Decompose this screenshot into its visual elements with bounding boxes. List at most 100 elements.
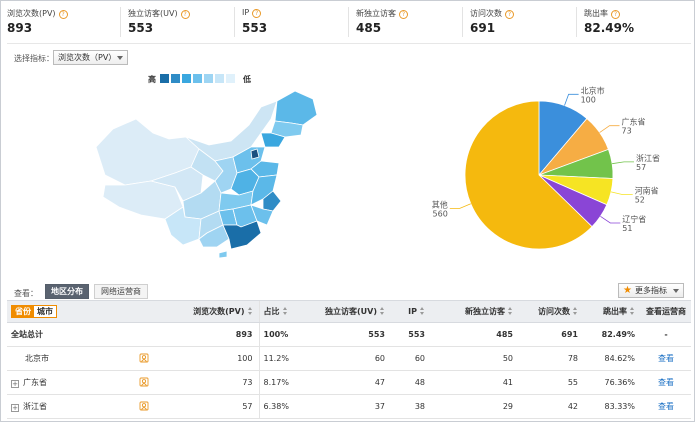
cell-ratio: 11.2%: [258, 346, 317, 371]
help-icon[interactable]: ?: [180, 10, 190, 19]
help-icon[interactable]: ?: [399, 10, 408, 19]
tab-region-distribution[interactable]: 地区分布: [45, 284, 89, 299]
indicator-select[interactable]: 浏览次数（PV）: [53, 50, 128, 65]
pie-value-label: 560: [433, 209, 448, 218]
help-icon[interactable]: ?: [505, 10, 514, 19]
expand-icon[interactable]: +: [11, 404, 19, 412]
pie-value-label: 52: [635, 196, 645, 205]
cell-visits: 691: [519, 322, 584, 347]
map-region[interactable]: [250, 148, 260, 160]
help-icon[interactable]: ?: [252, 9, 262, 18]
col-bounce[interactable]: 跳出率: [584, 300, 641, 323]
toggle-province[interactable]: 省份: [12, 306, 34, 317]
map-region[interactable]: [250, 204, 274, 226]
pie-leader-line: [564, 93, 579, 106]
legend-swatch: [160, 74, 169, 83]
pie-label: 其他: [432, 199, 448, 209]
chevron-down-icon: [673, 289, 679, 293]
metric-value: 553: [128, 21, 154, 35]
chevron-down-icon: [117, 56, 123, 60]
col-ratio[interactable]: 占比: [258, 300, 317, 323]
pie-label: 广东省: [622, 117, 646, 127]
help-icon[interactable]: ?: [58, 10, 68, 19]
sort-icon: [630, 307, 635, 315]
divider: [576, 7, 577, 37]
pie-label: 浙江省: [636, 153, 660, 163]
pie-value-label: 100: [581, 95, 596, 104]
metrics-bar: 浏览次数(PV)? 893 独立访客(UV)? 553 IP? 553 新独立访…: [7, 5, 691, 39]
cell-bounce: 84.62%: [584, 346, 641, 371]
metric-bounce: 跳出率? 82.49%: [577, 5, 691, 39]
cell-ratio: 100%: [258, 322, 317, 347]
help-icon[interactable]: ?: [611, 10, 620, 19]
metric-uv: 独立访客(UV)? 553: [121, 5, 235, 39]
cell-uv: 47: [317, 370, 391, 395]
map-region[interactable]: [260, 132, 286, 148]
pie-leader-line: [610, 191, 633, 195]
cell-bounce: 82.49%: [584, 322, 641, 347]
legend-high-label: 高: [148, 75, 156, 84]
pie-value-label: 57: [636, 163, 646, 172]
trend-icon[interactable]: [139, 401, 149, 411]
metric-value: 553: [242, 21, 268, 35]
cell-visits: 78: [519, 346, 584, 371]
map-region[interactable]: [262, 190, 282, 212]
table-header-row: 省份 城市 浏览次数(PV) 占比 独立访客(UV) IP 新独立访客 访问次数 …: [7, 300, 691, 323]
cell-uv: 553: [317, 322, 391, 347]
tab-network-operator[interactable]: 网络运营商: [94, 284, 148, 299]
toggle-city[interactable]: 城市: [34, 306, 56, 317]
pie-label: 北京市: [581, 85, 605, 95]
table-row: 全站总计 893 100% 553 553 485 691 82.49% -: [7, 322, 691, 347]
star-icon: ★: [623, 285, 632, 296]
legend-swatch: [182, 74, 191, 83]
divider: [462, 7, 463, 37]
legend-swatch: [193, 74, 202, 83]
cell-visits: 42: [519, 394, 584, 419]
cell-new-uv: 41: [431, 370, 519, 395]
table-row: 北京市 100 11.2% 60 60 50 78 84.62% 查看: [7, 346, 691, 371]
pie-label: 河南省: [635, 186, 659, 196]
sort-icon: [380, 307, 385, 315]
col-ip[interactable]: IP: [391, 300, 431, 323]
map-region[interactable]: [102, 180, 184, 220]
view-operator-link[interactable]: 查看: [641, 394, 691, 419]
sort-icon: [282, 307, 288, 315]
cell-ip: 60: [391, 346, 431, 371]
granularity-toggle: 省份 城市: [7, 300, 159, 323]
legend-swatch: [171, 74, 180, 83]
trend-icon[interactable]: [139, 353, 149, 363]
more-metrics-button[interactable]: ★ 更多指标: [618, 283, 684, 298]
map-region[interactable]: [149, 166, 204, 202]
row-name: 全站总计: [7, 322, 159, 347]
china-map[interactable]: [91, 89, 321, 259]
metric-label: 浏览次数(PV): [7, 9, 56, 18]
map-region[interactable]: [274, 90, 318, 126]
metric-value: 485: [356, 21, 382, 35]
pie-leader-line: [449, 203, 471, 209]
map-region[interactable]: [218, 250, 228, 259]
view-label: 查看：: [14, 289, 38, 298]
trend-icon[interactable]: [139, 377, 149, 387]
view-operator-link[interactable]: 查看: [641, 346, 691, 371]
cell-pv: 100: [159, 346, 259, 371]
cell-pv: 73: [159, 370, 259, 395]
metric-ip: IP? 553: [235, 5, 349, 39]
col-uv[interactable]: 独立访客(UV): [317, 300, 391, 323]
cell-ip: 48: [391, 370, 431, 395]
pie-value-label: 51: [622, 224, 632, 233]
pie-slice: [464, 100, 593, 250]
pie-leader-line: [600, 215, 621, 224]
view-operator-link[interactable]: 查看: [641, 370, 691, 395]
cell-uv: 60: [317, 346, 391, 371]
map-region[interactable]: [222, 220, 262, 250]
row-name: 北京市: [25, 354, 49, 363]
legend-swatch: [226, 74, 235, 83]
col-pv[interactable]: 浏览次数(PV): [159, 300, 259, 323]
legend-swatch: [204, 74, 213, 83]
expand-icon[interactable]: +: [11, 380, 19, 388]
pie-value-label: 73: [622, 127, 632, 136]
pie-leader-line: [612, 161, 634, 165]
metric-label: 独立访客(UV): [128, 9, 178, 18]
col-visits[interactable]: 访问次数: [519, 300, 584, 323]
col-new-uv[interactable]: 新独立访客: [431, 300, 519, 323]
